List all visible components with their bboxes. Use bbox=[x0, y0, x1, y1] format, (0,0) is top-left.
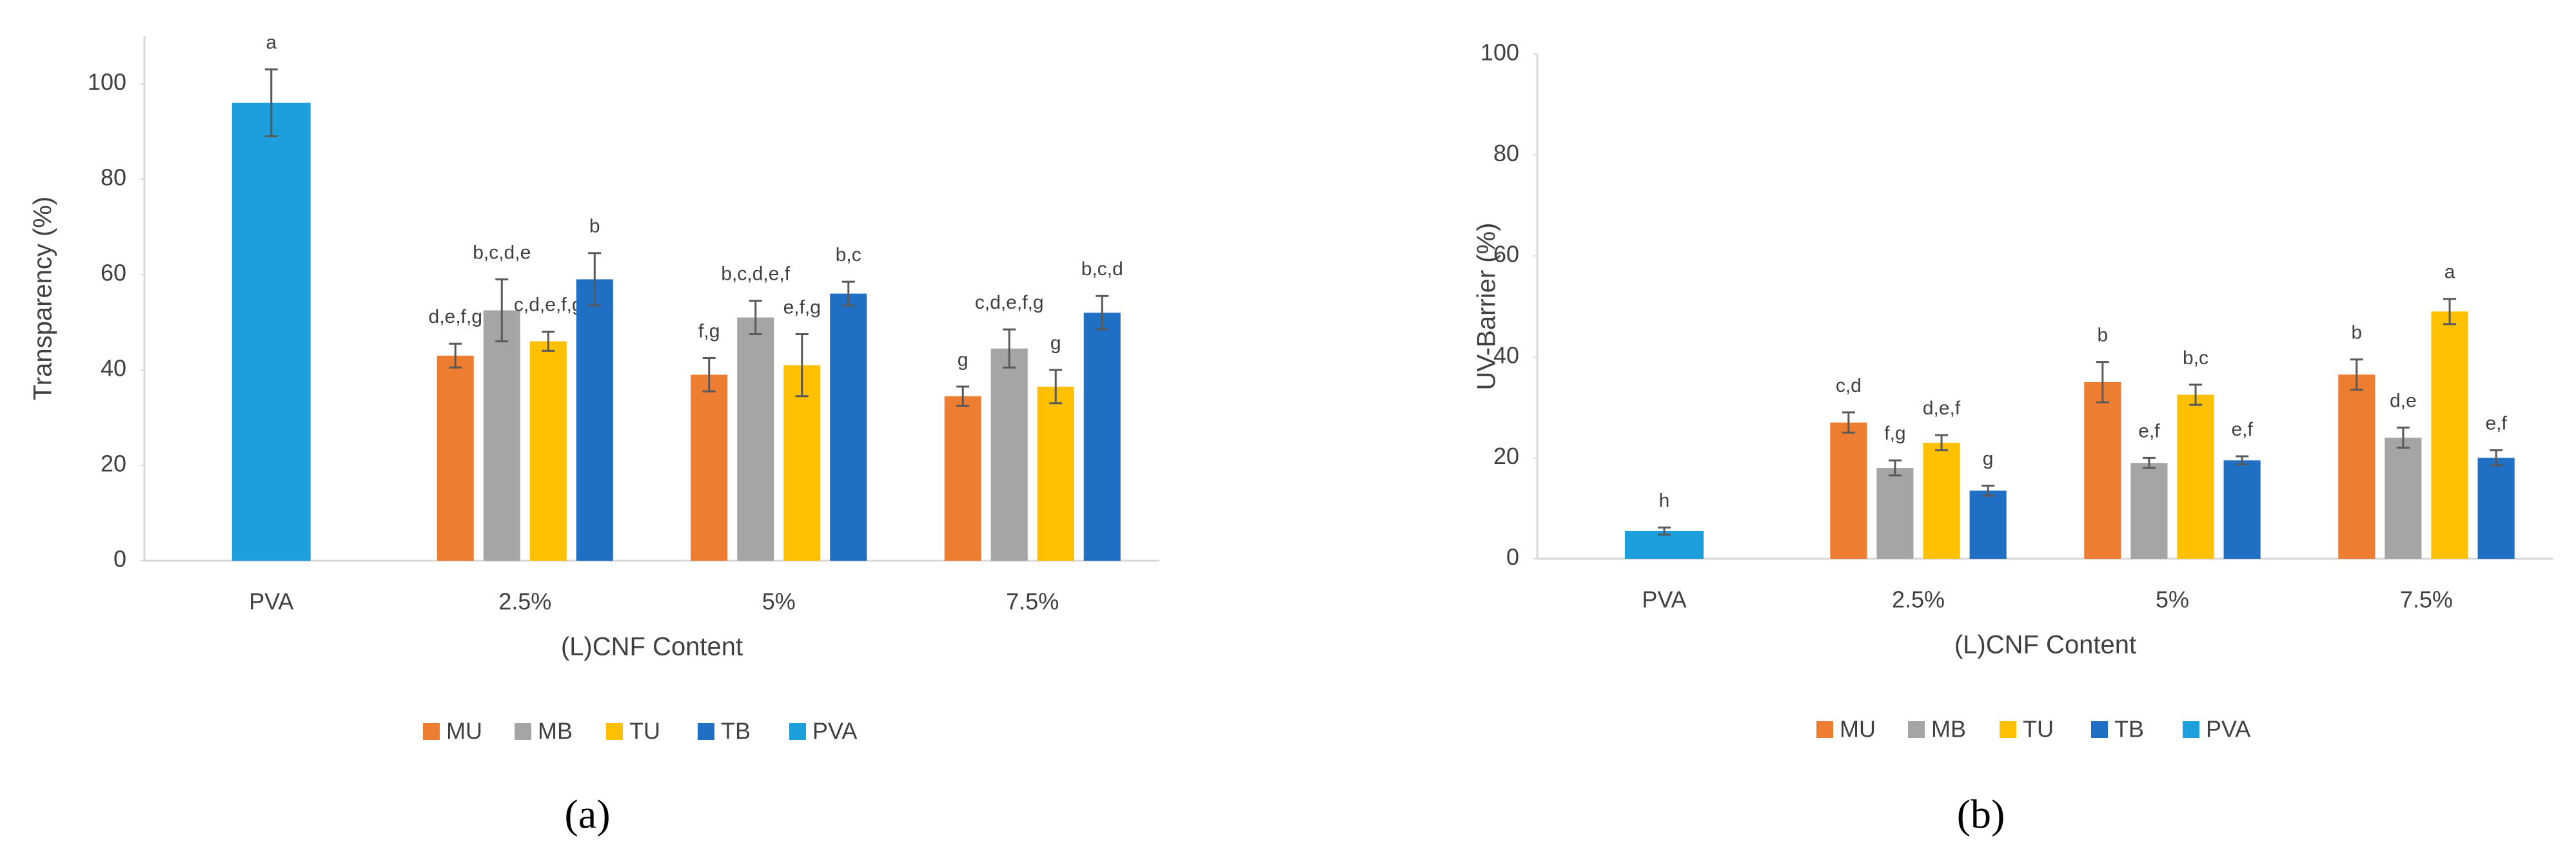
significance-label: b,c bbox=[2183, 347, 2208, 369]
bar bbox=[1037, 386, 1074, 561]
y-tick-label: 20 bbox=[101, 451, 126, 477]
legend-label: TB bbox=[721, 718, 751, 744]
y-axis-title: Transparency (%) bbox=[29, 197, 57, 400]
legend-swatch bbox=[698, 723, 714, 740]
bar bbox=[576, 279, 613, 561]
bar bbox=[2431, 311, 2468, 559]
bar bbox=[737, 317, 774, 561]
x-tick-label: PVA bbox=[1642, 587, 1686, 613]
bar bbox=[691, 374, 728, 561]
bar bbox=[990, 348, 1028, 561]
significance-label: a bbox=[2444, 262, 2455, 283]
legend-swatch bbox=[2091, 721, 2108, 738]
bar bbox=[830, 293, 867, 561]
bar bbox=[2177, 394, 2214, 559]
legend-label: TB bbox=[2114, 716, 2144, 742]
x-tick-label: 5% bbox=[2156, 587, 2189, 613]
significance-label: d,e bbox=[2390, 390, 2417, 411]
bar bbox=[1923, 442, 1960, 559]
bar bbox=[2223, 460, 2261, 559]
legend-label: PVA bbox=[812, 718, 857, 744]
panel-label: (a) bbox=[564, 791, 610, 837]
significance-label: d,e,f bbox=[1923, 398, 1961, 419]
y-tick-label: 100 bbox=[88, 69, 126, 95]
significance-label: e,f bbox=[2231, 419, 2253, 440]
legend-swatch bbox=[423, 723, 440, 740]
x-tick-label: 7.5% bbox=[1006, 588, 1059, 615]
significance-label: b bbox=[2352, 322, 2363, 344]
bar bbox=[483, 310, 520, 561]
legend-label: MB bbox=[538, 718, 573, 744]
y-tick-label: 0 bbox=[1506, 544, 1519, 570]
legend-swatch bbox=[789, 723, 806, 740]
significance-label: b,c,d bbox=[1081, 258, 1123, 280]
legend-label: MB bbox=[1931, 716, 1966, 742]
significance-label: b bbox=[2098, 325, 2109, 346]
y-tick-label: 80 bbox=[101, 164, 126, 191]
legend-swatch bbox=[1816, 721, 1833, 738]
y-tick-label: 60 bbox=[1493, 241, 1519, 267]
significance-label: c,d bbox=[1836, 375, 1862, 396]
bar bbox=[2477, 458, 2515, 559]
bar bbox=[944, 396, 981, 561]
bar bbox=[1083, 313, 1121, 561]
bar bbox=[2384, 438, 2422, 559]
legend-label: PVA bbox=[2206, 716, 2250, 742]
legend-label: TU bbox=[2023, 716, 2054, 742]
legend-label: MU bbox=[446, 718, 482, 744]
y-tick-label: 100 bbox=[1480, 39, 1519, 66]
bar bbox=[529, 341, 567, 561]
significance-label: e,f bbox=[2138, 420, 2160, 441]
x-axis-title: (L)CNF Content bbox=[561, 633, 743, 661]
legend-swatch bbox=[606, 723, 623, 740]
significance-label: e,f,g bbox=[783, 296, 821, 318]
significance-label: b,c bbox=[836, 244, 861, 266]
y-axis-title: UV-Barrier (%) bbox=[1473, 222, 1501, 390]
significance-label: h bbox=[1659, 490, 1670, 511]
legend-swatch bbox=[1908, 721, 1925, 738]
bar bbox=[231, 102, 311, 561]
significance-label: f,g bbox=[1884, 423, 1905, 444]
significance-label: d,e,f,g bbox=[429, 306, 482, 327]
y-tick-label: 60 bbox=[101, 260, 126, 286]
x-tick-label: PVA bbox=[249, 588, 293, 615]
significance-label: a bbox=[266, 32, 277, 53]
bar bbox=[1830, 422, 1867, 559]
significance-label: c,d,e,f,g bbox=[514, 295, 583, 316]
legend-label: TU bbox=[629, 718, 660, 744]
panel-label: (b) bbox=[1957, 791, 2005, 837]
significance-label: b,c,d,e,f bbox=[721, 264, 790, 285]
significance-label: g bbox=[1050, 333, 1061, 354]
legend-swatch bbox=[2000, 721, 2016, 738]
bar bbox=[1624, 530, 1704, 559]
x-tick-label: 5% bbox=[762, 588, 796, 615]
x-tick-label: 2.5% bbox=[498, 588, 551, 615]
legend-swatch bbox=[515, 723, 531, 740]
legend-swatch bbox=[2183, 721, 2199, 738]
y-tick-label: 20 bbox=[1493, 443, 1519, 469]
significance-label: b bbox=[589, 216, 600, 237]
x-axis-title: (L)CNF Content bbox=[1954, 631, 2136, 659]
y-tick-label: 80 bbox=[1493, 140, 1519, 166]
significance-label: g bbox=[958, 349, 968, 371]
significance-label: g bbox=[1983, 448, 1994, 469]
y-tick-label: 40 bbox=[1493, 342, 1519, 368]
bar bbox=[2338, 374, 2375, 559]
significance-label: f,g bbox=[698, 320, 720, 342]
bar bbox=[437, 355, 474, 561]
x-tick-label: 7.5% bbox=[2400, 587, 2453, 613]
bar bbox=[783, 365, 821, 561]
significance-label: c,d,e,f,g bbox=[975, 292, 1044, 313]
significance-label: b,c,d,e bbox=[473, 242, 531, 263]
y-tick-label: 40 bbox=[101, 355, 126, 382]
bar bbox=[2130, 463, 2168, 559]
y-tick-label: 0 bbox=[113, 546, 126, 572]
bar bbox=[1969, 490, 2007, 559]
bar bbox=[2084, 382, 2121, 559]
x-tick-label: 2.5% bbox=[1892, 587, 1945, 613]
significance-label: e,f bbox=[2485, 413, 2507, 434]
bar bbox=[1876, 468, 1914, 559]
legend-label: MU bbox=[1840, 716, 1876, 742]
